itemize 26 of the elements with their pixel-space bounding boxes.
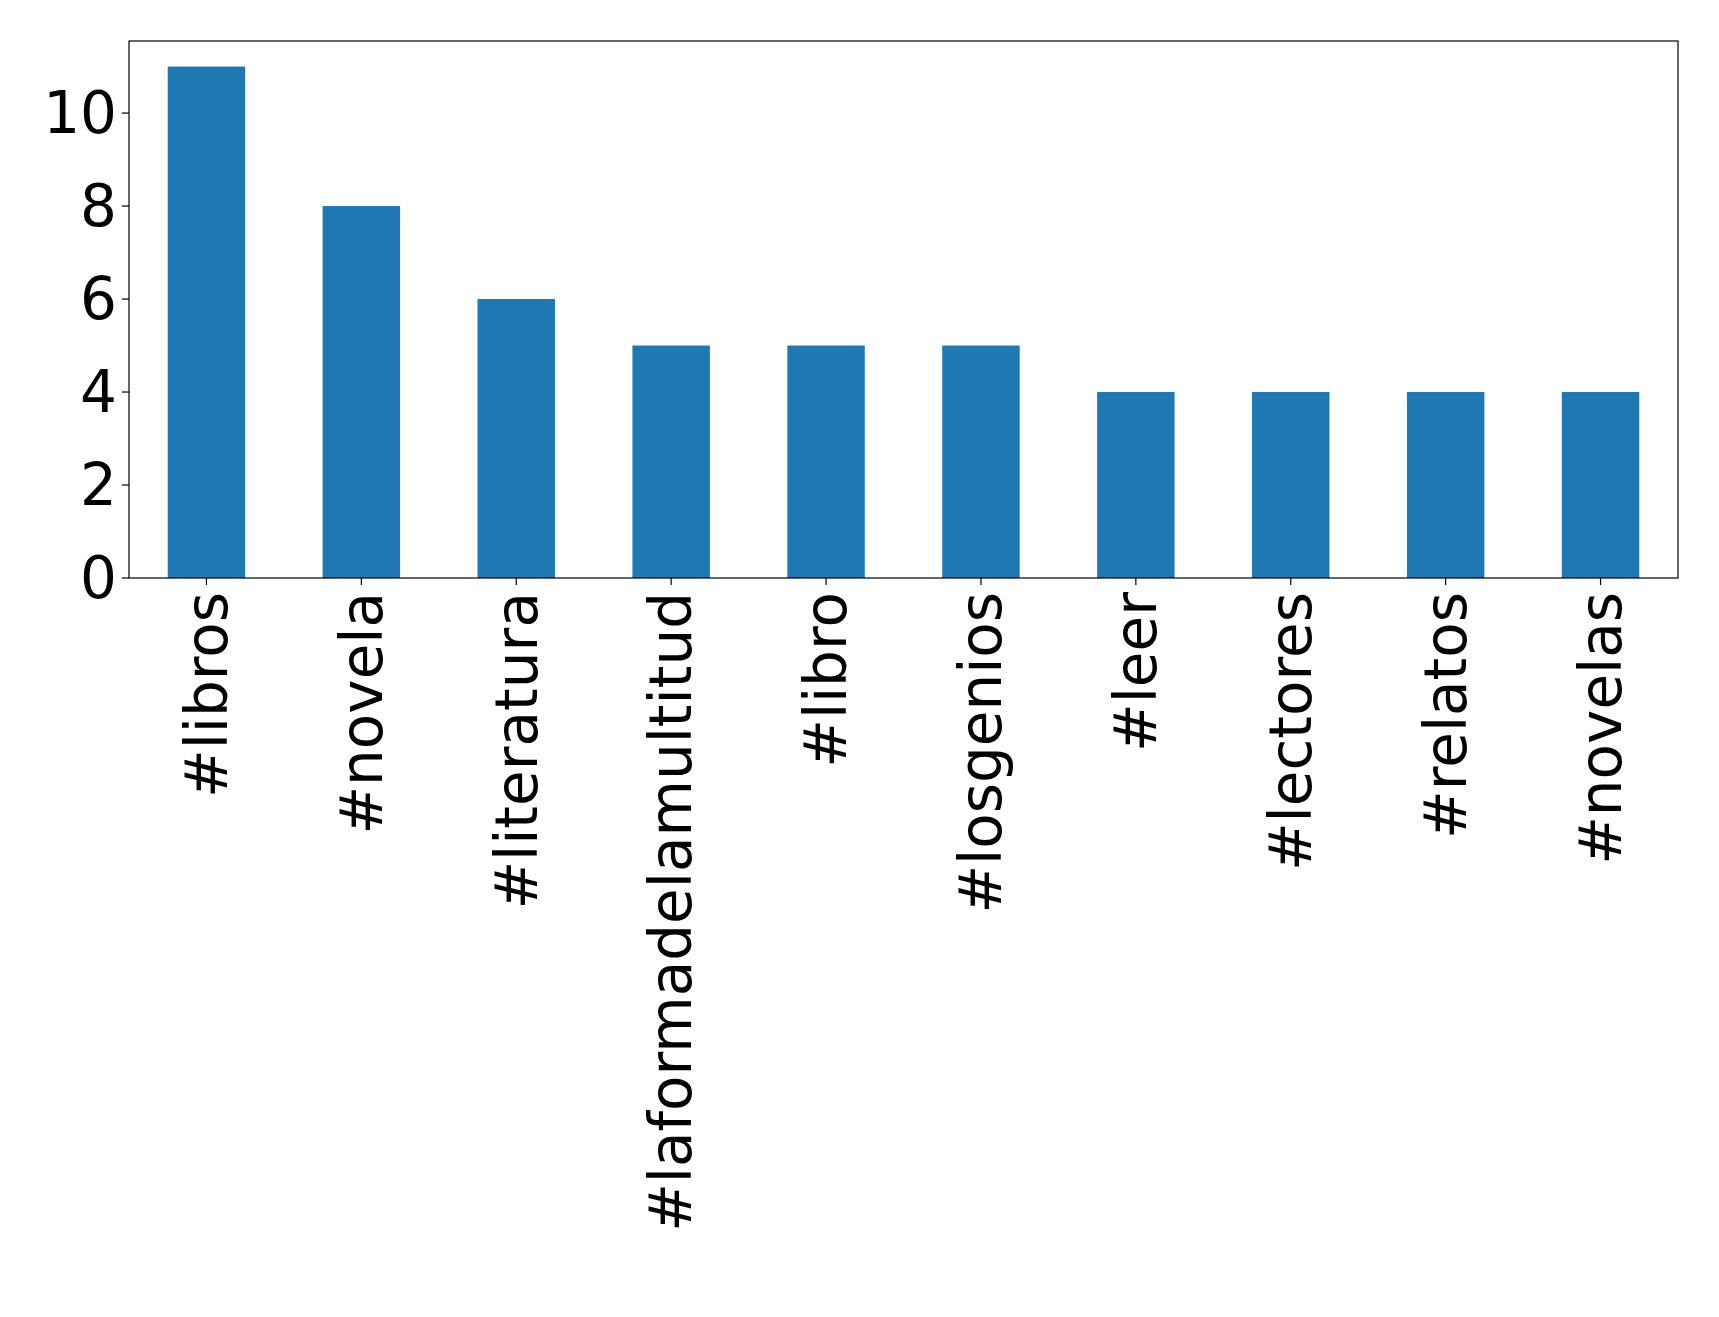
bar	[1406, 392, 1485, 578]
bar	[787, 345, 865, 578]
x-tick-label: #lectores	[1257, 592, 1326, 871]
y-tick-label: 0	[80, 544, 117, 613]
y-tick-label: 8	[80, 172, 117, 241]
x-tick-label: #libros	[172, 592, 241, 798]
y-tick-label: 6	[80, 265, 117, 334]
y-tick-label: 4	[80, 358, 117, 427]
x-tick-label: #losgenios	[947, 592, 1016, 914]
x-tick-label: #novelas	[1566, 592, 1635, 865]
x-tick-label: #relatos	[1411, 592, 1480, 839]
bar	[322, 206, 401, 578]
x-tick-label: #laformadelamultitud	[637, 592, 706, 1232]
x-tick-label: #novela	[327, 592, 396, 835]
y-tick-label: 10	[43, 79, 117, 148]
y-tick-label: 2	[80, 451, 117, 520]
x-tick-label: #literatura	[482, 592, 551, 910]
x-tick-label: #libro	[792, 592, 861, 768]
bar	[1252, 392, 1330, 578]
bar	[1561, 392, 1640, 578]
bar	[942, 345, 1020, 578]
bar	[1097, 392, 1175, 578]
bar	[167, 66, 246, 578]
bar	[477, 299, 555, 578]
bar	[632, 345, 710, 578]
x-tick-label: #leer	[1102, 591, 1171, 752]
